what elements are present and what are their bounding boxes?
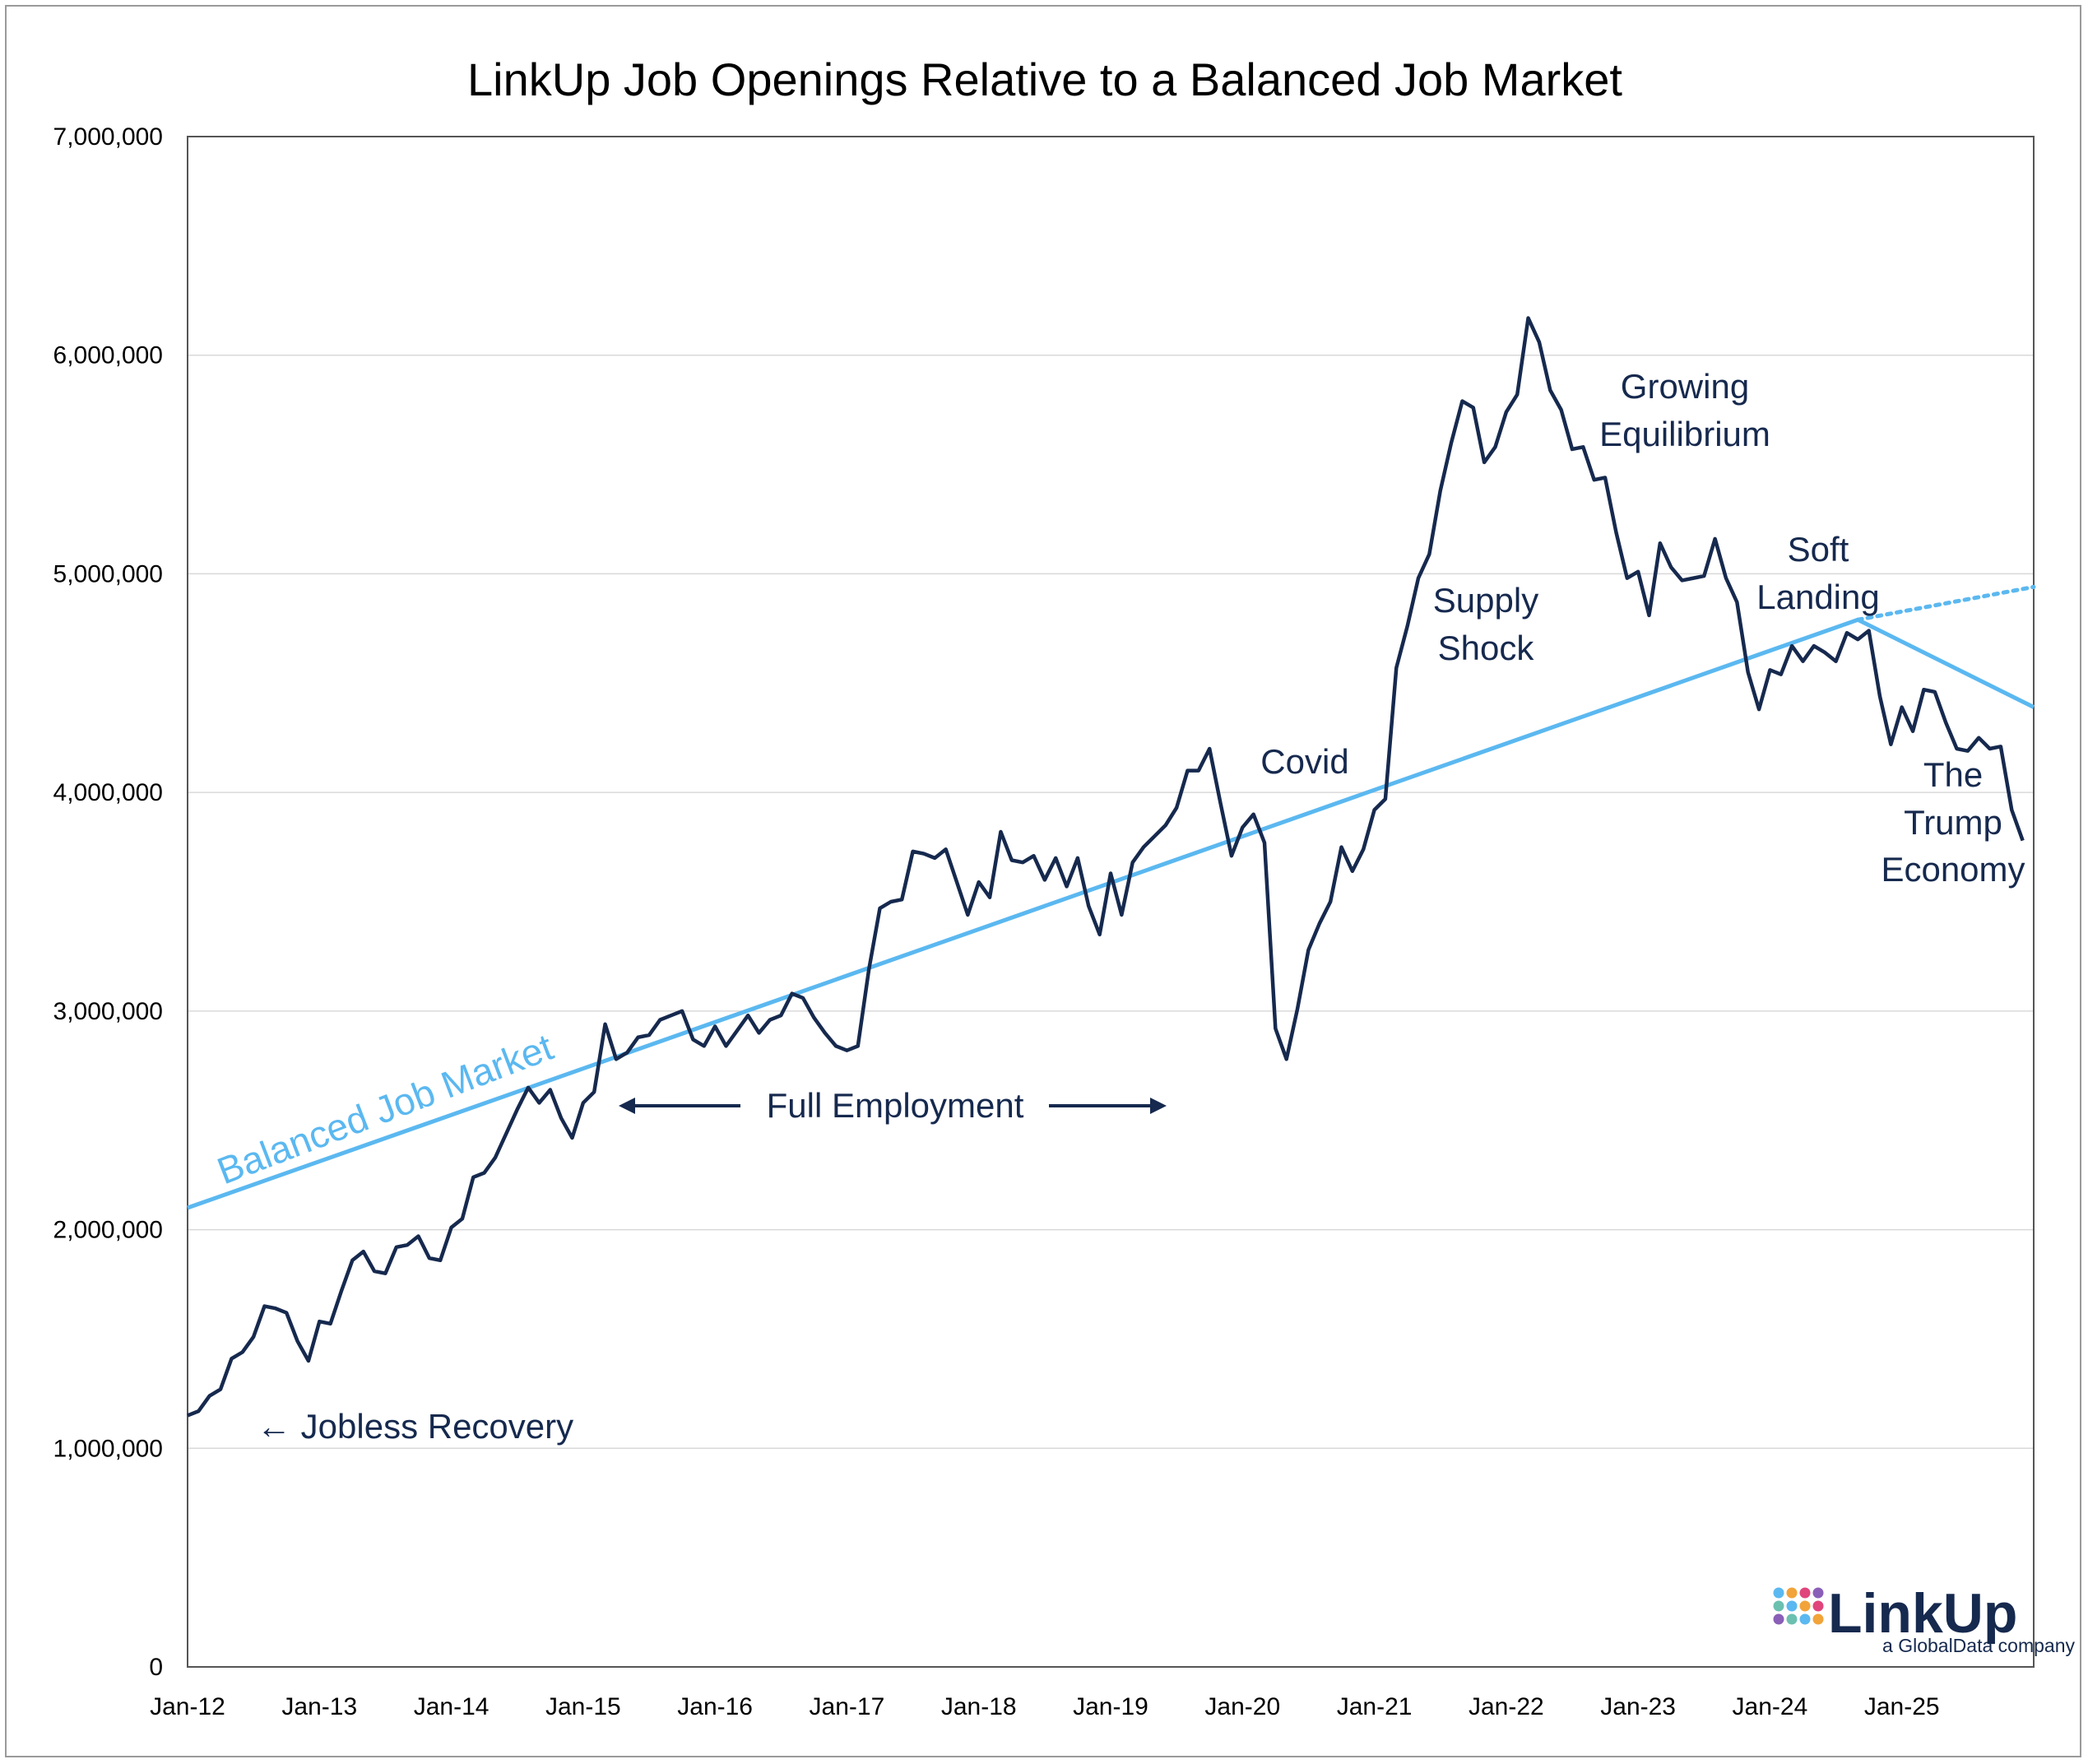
x-tick-label: Jan-14 <box>414 1693 490 1720</box>
x-tick-label: Jan-15 <box>545 1693 621 1720</box>
x-tick-label: Jan-19 <box>1073 1693 1148 1720</box>
plot-area-border <box>187 136 2035 1668</box>
series-line-balanced-dotted <box>1855 584 2036 622</box>
y-tick-label: 0 <box>149 1654 163 1681</box>
y-tick-label: 4,000,000 <box>53 779 163 806</box>
series-lines <box>187 316 2036 1418</box>
annotation-equilibrium: Equilibrium <box>1599 415 1770 453</box>
annotation-jobless-recovery: ← Jobless Recovery <box>257 1407 573 1446</box>
series-line-job-openings <box>187 316 2025 1418</box>
annotation-balanced-job-market: Balanced Job Market <box>211 1025 559 1192</box>
y-tick-label: 1,000,000 <box>53 1435 163 1462</box>
annotation-economy: Economy <box>1881 850 2025 889</box>
annotation-growing: Growing <box>1621 367 1749 406</box>
x-tick-label: Jan-12 <box>150 1693 225 1720</box>
x-tick-label: Jan-23 <box>1600 1693 1676 1720</box>
y-tick-label: 3,000,000 <box>53 998 163 1025</box>
y-tick-label: 5,000,000 <box>53 560 163 587</box>
left-arrow-head <box>619 1098 635 1114</box>
annotation-full-employment: Full Employment <box>767 1086 1024 1125</box>
annotation-landing: Landing <box>1756 578 1879 616</box>
x-tick-label: Jan-13 <box>281 1693 357 1720</box>
annotation-covid: Covid <box>1260 742 1348 781</box>
annotation-the: The <box>1923 755 1983 794</box>
linkup-logo: LinkUp a GlobalData company <box>1773 1582 2075 1656</box>
x-tick-label: Jan-17 <box>810 1693 885 1720</box>
x-tick-label: Jan-20 <box>1204 1693 1280 1720</box>
y-tick-label: 2,000,000 <box>53 1217 163 1244</box>
y-tick-label: 7,000,000 <box>53 123 163 151</box>
x-tick-label: Jan-22 <box>1469 1693 1544 1720</box>
x-axis-ticks: Jan-12 Jan-13 Jan-14 Jan-15 Jan-16 Jan-17 Jan-… <box>150 1693 1939 1720</box>
right-arrow-head <box>1150 1098 1167 1114</box>
annotation-soft: Soft <box>1788 530 1849 569</box>
x-tick-label: Jan-25 <box>1864 1693 1940 1720</box>
chart-title: LinkUp Job Openings Relative to a Balanc… <box>467 53 1622 105</box>
gridlines <box>188 354 2034 1450</box>
logo-tagline: a GlobalData company <box>1882 1635 2075 1656</box>
chart-frame <box>5 5 2081 1757</box>
y-tick-label: 6,000,000 <box>53 342 163 369</box>
x-tick-label: Jan-18 <box>941 1693 1017 1720</box>
annotation-supply: Supply <box>1433 581 1538 620</box>
logo-dot-grid-icon <box>1773 1587 1824 1625</box>
full-employment-arrows <box>619 1098 1167 1114</box>
x-tick-label: Jan-21 <box>1337 1693 1413 1720</box>
x-tick-label: Jan-24 <box>1733 1693 1808 1720</box>
x-tick-label: Jan-16 <box>677 1693 753 1720</box>
annotation-shock: Shock <box>1438 629 1535 667</box>
logo-wordmark: LinkUp <box>1828 1582 2017 1645</box>
y-axis-ticks: 0 1,000,000 2,000,000 3,000,000 4,000,000 5,0… <box>53 123 163 1681</box>
annotation-trump: Trump <box>1904 803 2002 842</box>
